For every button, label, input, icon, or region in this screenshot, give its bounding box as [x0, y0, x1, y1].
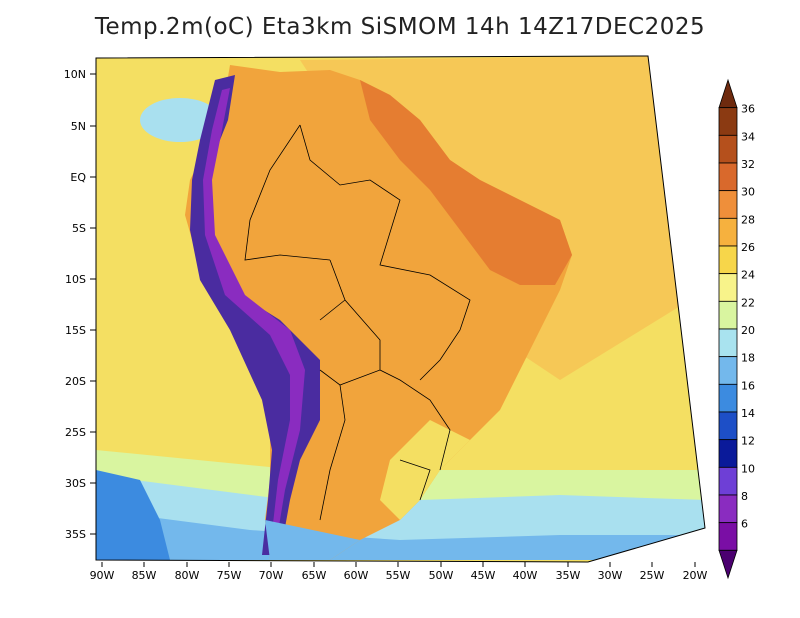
lon-tick-label: 60W [344, 569, 369, 582]
colorbar-label: 10 [741, 462, 755, 475]
temperature-field [96, 56, 705, 562]
colorbar-label: 22 [741, 296, 755, 309]
lat-tick-label: 10N [64, 68, 86, 81]
colorbar-segment [718, 549, 738, 580]
south-band-3 [96, 510, 705, 560]
southeast-cooler [380, 420, 470, 520]
map-frame [95, 55, 706, 563]
colorbar-segment [718, 522, 738, 551]
colorbar-segment [718, 383, 738, 413]
colorbar-segment [718, 466, 738, 496]
lon-tick-label: 30W [598, 569, 623, 582]
colorbar-segment [718, 328, 738, 358]
colorbar-segment [718, 78, 738, 109]
lat-tick-label: 20S [65, 375, 86, 388]
sw-cold-patch [96, 470, 170, 560]
colorbar-label: 28 [741, 213, 755, 226]
lon-tick-label: 40W [513, 569, 538, 582]
colorbar-label: 16 [741, 379, 755, 392]
cool-pacific-patch [140, 98, 220, 142]
lon-tick-label: 70W [259, 569, 284, 582]
lon-tick-label: 45W [471, 569, 496, 582]
lon-tick-label: 20W [683, 569, 708, 582]
patagonia-cool [265, 520, 360, 560]
lat-tick-label: 25S [65, 426, 86, 439]
colorbar-segment [718, 245, 738, 275]
andes-coldest [203, 88, 305, 550]
colorbar-segment [718, 134, 738, 164]
colorbar-segment [718, 356, 738, 385]
lon-tick-label: 85W [132, 569, 157, 582]
colorbar-segment [718, 273, 738, 302]
colorbar-label: 12 [741, 435, 755, 448]
lon-tick-label: 90W [90, 569, 115, 582]
colorbar-label: 36 [741, 103, 755, 116]
latitude-axis: 10N 5N EQ 5S 10S 15S 20S 25S 30S 35S [64, 68, 96, 541]
lon-tick-label: 55W [386, 569, 411, 582]
colorbar-label: 32 [741, 158, 755, 171]
colorbar-label: 20 [741, 324, 755, 337]
colorbar-segment [718, 190, 738, 219]
colorbar-label: 24 [741, 269, 755, 282]
country-borders [244, 124, 471, 521]
colorbar-label: 30 [741, 186, 755, 199]
colorbar-segment [718, 217, 738, 247]
lat-tick-label: 10S [65, 273, 86, 286]
colorbar-segment [718, 107, 738, 136]
lat-tick-label: 30S [65, 477, 86, 490]
colorbar-label: 18 [741, 352, 755, 365]
lat-tick-label: 35S [65, 528, 86, 541]
map-title: Temp.2m(oC) Eta3km SiSMOM 14h 14Z17DEC20… [94, 14, 706, 40]
longitude-axis: 90W 85W 80W 75W 70W 65W 60W 55W 50W 45W … [90, 562, 708, 582]
lat-tick-label: 5S [72, 222, 86, 235]
colorbar-label: 6 [741, 518, 748, 531]
lon-tick-label: 50W [429, 569, 454, 582]
lon-tick-label: 75W [217, 569, 242, 582]
colorbar-segment [718, 494, 738, 524]
lat-tick-label: 15S [65, 324, 86, 337]
colorbar-segment [718, 411, 738, 441]
colorbar-label: 26 [741, 241, 755, 254]
lon-tick-label: 80W [175, 569, 200, 582]
lon-tick-label: 25W [640, 569, 665, 582]
colorbar-label: 8 [741, 490, 748, 503]
hot-northeast [360, 80, 572, 285]
colorbar-segment [718, 162, 738, 192]
lat-tick-label: 5N [71, 120, 86, 133]
lon-tick-label: 35W [556, 569, 581, 582]
lat-tick-label: EQ [70, 171, 86, 184]
colorbar-label: 14 [741, 407, 755, 420]
lon-tick-label: 65W [302, 569, 327, 582]
colorbar-label: 34 [741, 130, 755, 143]
colorbar-segment [718, 300, 738, 330]
colorbar: 36 34 32 30 28 26 24 22 20 18 16 14 12 10 8 6 [718, 78, 755, 580]
colorbar-segment [718, 439, 738, 468]
